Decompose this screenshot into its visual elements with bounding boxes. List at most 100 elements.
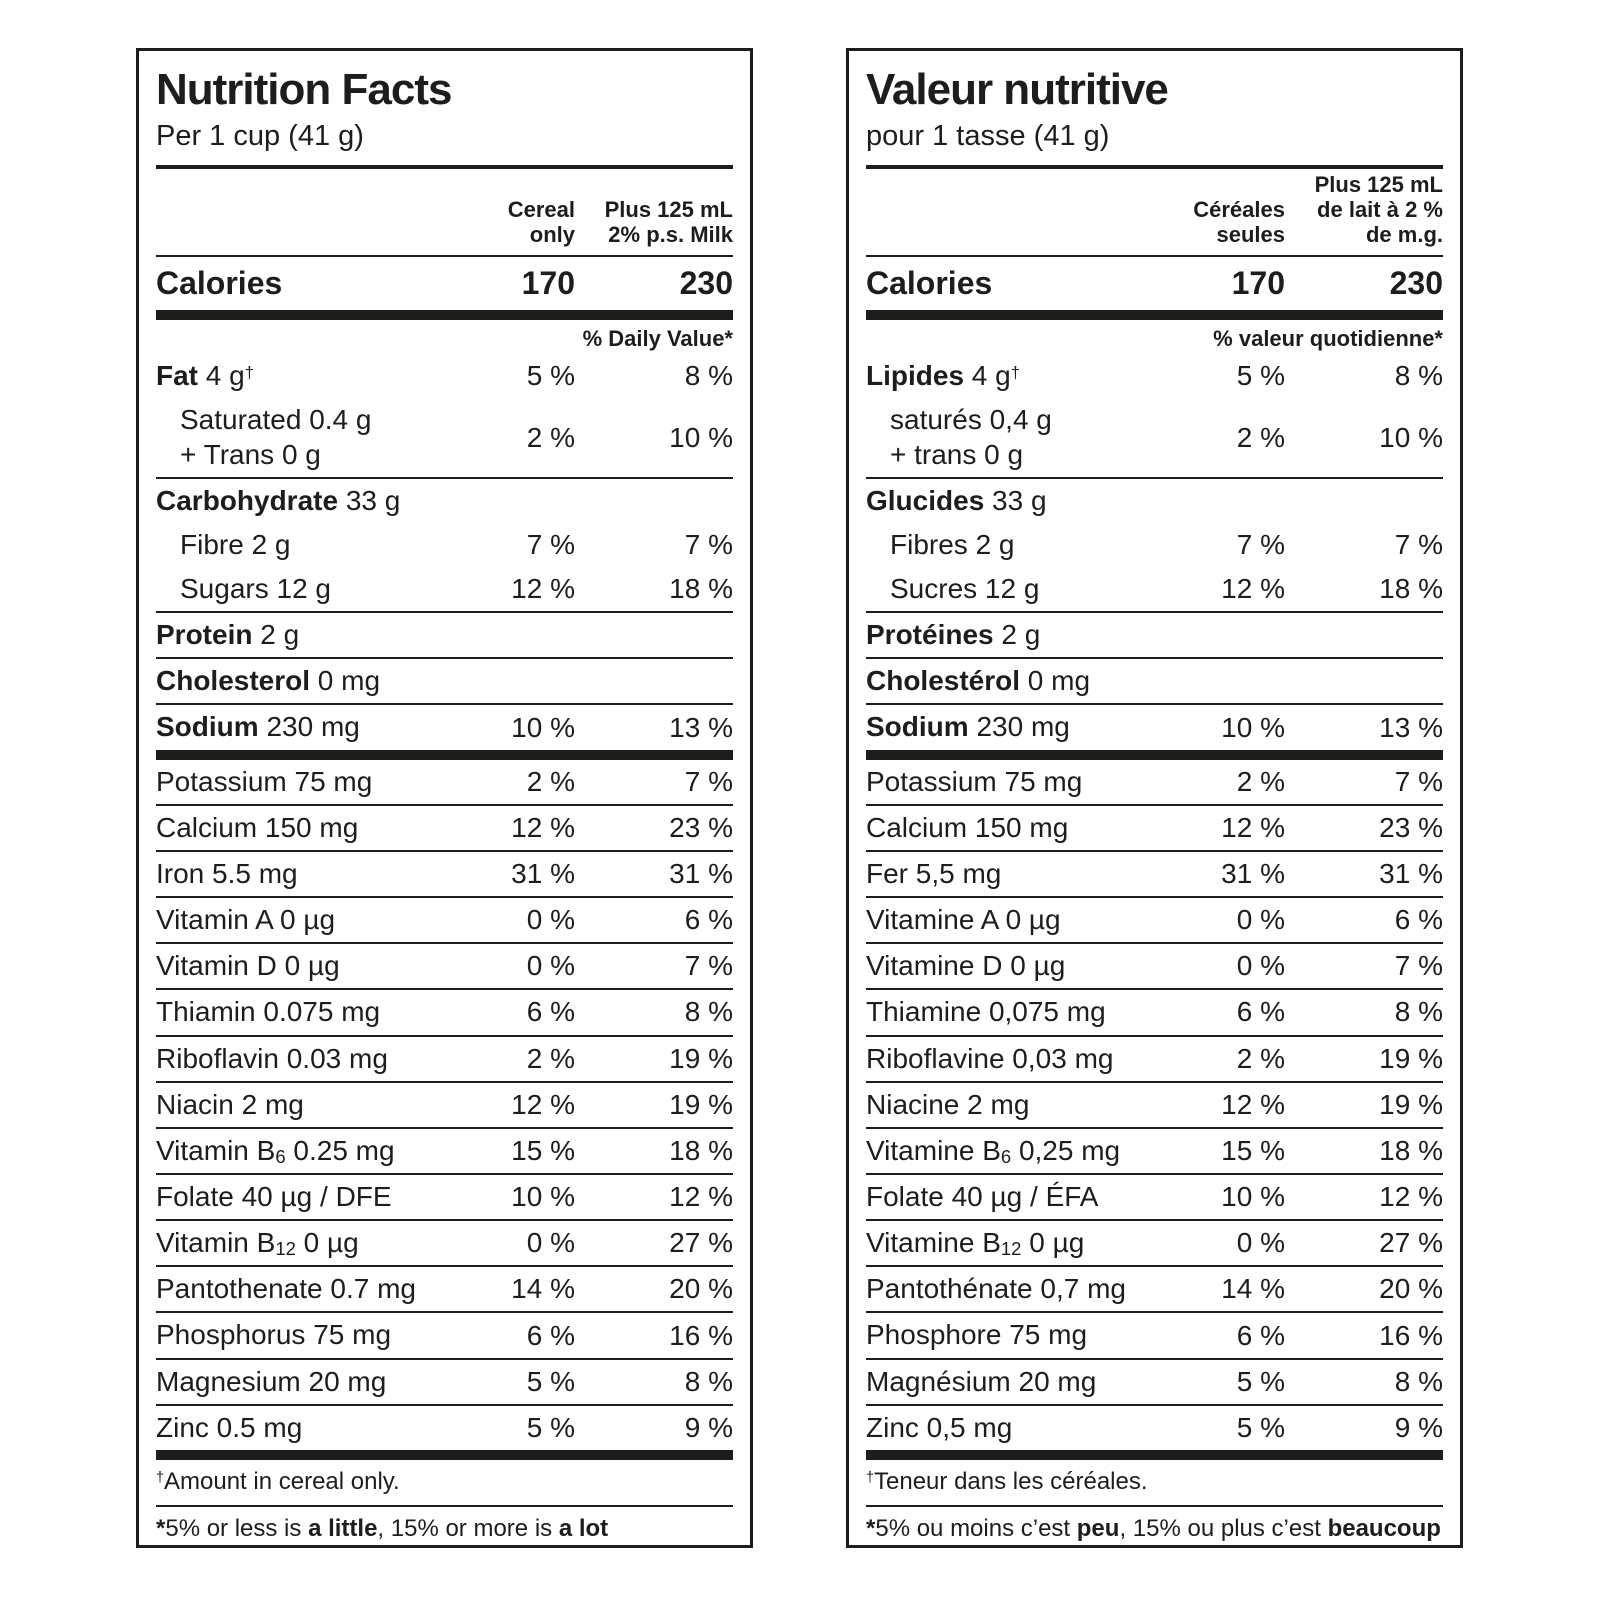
value-with-milk: 6 % (1394, 904, 1443, 936)
value-cereal-only: 5 % (526, 1411, 575, 1443)
nutrient-label: Protéines 2 g (866, 619, 1041, 651)
value-cereal-only: 10 % (511, 1181, 575, 1213)
nutrient-label: Vitamin A 0 µg (156, 904, 336, 936)
value-with-milk: 8 % (1394, 996, 1443, 1028)
nutrient-row: Phosphore 75 mg 6 % 16 % (866, 1313, 1443, 1360)
calories-with-milk-value: 230 (1389, 265, 1443, 302)
panel-title: Valeur nutritive (866, 65, 1169, 114)
value-with-milk: 7 % (1394, 528, 1443, 560)
nutrient-label: Pantothénate 0,7 mg (866, 1273, 1126, 1305)
nutrient-label: Carbohydrate 33 g (156, 484, 401, 516)
value-with-milk: 20 % (1379, 1273, 1443, 1305)
nutrient-row: Potassium 75 mg 2 % 7 % (156, 760, 733, 806)
value-cereal-only: 12 % (1221, 811, 1285, 843)
value-cereal-only: 0 % (1236, 904, 1285, 936)
value-cereal-only: 5 % (526, 360, 575, 392)
nutrient-label: Calcium 150 mg (866, 811, 1069, 843)
divider-bar (866, 1449, 1443, 1460)
calories-row: Calories 170 230 (866, 257, 1443, 310)
nutrient-label: Iron 5.5 mg (156, 857, 298, 889)
value-cereal-only: 5 % (1236, 1411, 1285, 1443)
nutrient-label: Thiamine 0,075 mg (866, 996, 1106, 1028)
nutrient-label: Folate 40 µg / DFE (156, 1181, 392, 1212)
nutrient-label: Fibres 2 g (890, 528, 1015, 560)
nutrient-label: Fibre 2 g (180, 528, 291, 560)
value-cereal-only: 0 % (526, 904, 575, 936)
nutrient-label: Vitamin B6 0.25 mg (156, 1134, 395, 1167)
value-cereal-only: 6 % (1236, 996, 1285, 1028)
divider-bar (156, 749, 733, 760)
value-with-milk: 7 % (684, 765, 733, 797)
value-cereal-only: 2 % (526, 765, 575, 797)
nutrient-row: Cholesterol 0 mg (156, 659, 733, 706)
value-cereal-only: 7 % (526, 528, 575, 560)
nutrient-row: Zinc 0,5 mg 5 % 9 % (866, 1406, 1443, 1450)
nutrient-label: Niacin 2 mg (156, 1088, 304, 1120)
column-header-cereal-only: Céréales seules (1193, 196, 1285, 247)
value-cereal-only: 2 % (1236, 765, 1285, 797)
value-with-milk: 16 % (1379, 1319, 1443, 1351)
daily-value-header: % Daily Value* (582, 326, 733, 352)
value-with-milk: 6 % (684, 904, 733, 936)
nutrient-row: Carbohydrate 33 g (156, 479, 733, 523)
nutrient-label: Folate 40 µg / ÉFA (866, 1181, 1099, 1212)
value-with-milk: 23 % (669, 811, 733, 843)
value-with-milk: 8 % (684, 360, 733, 392)
nutrient-label: Saturated 0.4 g + Trans 0 g (180, 404, 372, 470)
value-cereal-only: 15 % (511, 1134, 575, 1166)
nutrient-label: Phosphore 75 mg (866, 1319, 1088, 1351)
value-cereal-only: 31 % (1221, 857, 1285, 889)
value-cereal-only: 5 % (1236, 1365, 1285, 1397)
nutrient-row: Lipides 4 g† 5 % 8 % (866, 354, 1443, 398)
value-with-milk: 19 % (669, 1088, 733, 1120)
value-cereal-only: 2 % (1236, 421, 1285, 453)
nutrient-label: Sucres 12 g (890, 572, 1040, 604)
calories-with-milk-value: 230 (679, 265, 733, 302)
nutrient-row: Pantothenate 0.7 mg 14 % 20 % (156, 1267, 733, 1314)
nutrient-row: Cholestérol 0 mg (866, 659, 1443, 706)
nutrient-row: Sugars 12 g 12 % 18 % (156, 567, 733, 614)
nutrient-row: Protein 2 g (156, 613, 733, 660)
value-with-milk: 9 % (684, 1411, 733, 1443)
nutrient-row: Thiamin 0.075 mg 6 % 8 % (156, 990, 733, 1037)
calories-cereal-value: 170 (1231, 265, 1285, 302)
value-cereal-only: 0 % (526, 1227, 575, 1259)
value-cereal-only: 5 % (526, 1365, 575, 1397)
nutrient-label: Zinc 0.5 mg (156, 1411, 303, 1443)
nutrient-row: Potassium 75 mg 2 % 7 % (866, 760, 1443, 806)
value-with-milk: 9 % (1394, 1411, 1443, 1443)
serving-size: Per 1 cup (41 g) (156, 120, 733, 170)
value-cereal-only: 2 % (526, 421, 575, 453)
value-with-milk: 19 % (1379, 1088, 1443, 1120)
nutrient-row: Niacine 2 mg 12 % 19 % (866, 1083, 1443, 1129)
value-cereal-only: 12 % (1221, 573, 1285, 605)
nutrient-label: Magnésium 20 mg (866, 1365, 1097, 1397)
value-with-milk: 18 % (1379, 573, 1443, 605)
value-with-milk: 8 % (684, 996, 733, 1028)
value-cereal-only: 12 % (1221, 1088, 1285, 1120)
column-header-plus-milk: Plus 125 mL 2% p.s. Milk (604, 196, 733, 247)
value-cereal-only: 6 % (526, 996, 575, 1028)
nutrient-label: Vitamine B6 0,25 mg (866, 1134, 1121, 1167)
nutrient-row: Fibre 2 g 7 % 7 % (156, 523, 733, 567)
nutrient-rows: Lipides 4 g† 5 % 8 % saturés 0,4 g + trans 0… (866, 354, 1443, 1460)
value-with-milk: 7 % (684, 528, 733, 560)
value-with-milk: 20 % (669, 1273, 733, 1305)
divider-bar (156, 1449, 733, 1460)
nutrient-row: Vitamin D 0 µg 0 % 7 % (156, 944, 733, 991)
nutrient-row: Glucides 33 g (866, 479, 1443, 523)
nutrient-row: Fat 4 g† 5 % 8 % (156, 354, 733, 398)
nutrient-row: Magnésium 20 mg 5 % 8 % (866, 1360, 1443, 1406)
value-cereal-only: 0 % (526, 950, 575, 982)
value-with-milk: 12 % (669, 1181, 733, 1213)
nutrient-label: Niacine 2 mg (866, 1088, 1030, 1120)
value-with-milk: 18 % (669, 573, 733, 605)
value-with-milk: 27 % (1379, 1227, 1443, 1259)
nutrient-row: Phosphorus 75 mg 6 % 16 % (156, 1313, 733, 1360)
nutrient-row: Fibres 2 g 7 % 7 % (866, 523, 1443, 567)
value-with-milk: 18 % (1379, 1134, 1443, 1166)
value-cereal-only: 14 % (1221, 1273, 1285, 1305)
nutrient-row: Calcium 150 mg 12 % 23 % (156, 806, 733, 852)
nutrient-row: Sodium 230 mg 10 % 13 % (156, 705, 733, 749)
calories-label: Calories (866, 265, 993, 302)
